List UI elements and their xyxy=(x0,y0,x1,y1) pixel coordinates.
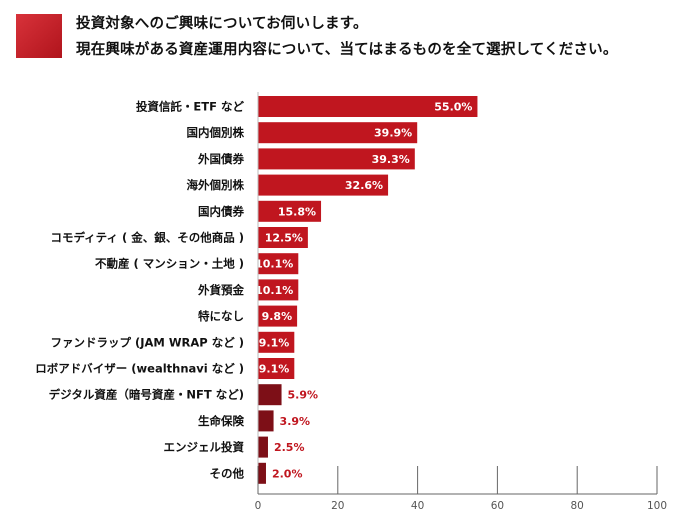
bar xyxy=(258,122,418,144)
data-label: 39.3% xyxy=(372,153,410,166)
title-accent-square xyxy=(16,14,62,58)
category-label: 国内個別株 xyxy=(187,126,245,140)
category-label: 外貨預金 xyxy=(197,283,244,297)
data-label: 5.9% xyxy=(288,389,319,402)
x-tick-label: 100 xyxy=(647,500,667,512)
data-label: 2.5% xyxy=(274,441,305,454)
category-label: 外国債券 xyxy=(197,152,244,166)
category-label: エンジェル投資 xyxy=(164,440,245,454)
bar xyxy=(258,331,295,353)
category-label: 特になし xyxy=(198,309,244,323)
category-label: ファンドラップ (JAM WRAP など ) xyxy=(50,335,244,349)
bar xyxy=(258,96,478,117)
bar xyxy=(258,200,322,222)
category-label: 国内債券 xyxy=(198,204,244,218)
page-subtitle: 現在興味がある資産運用内容について、当てはまるものを全て選択してください。 xyxy=(76,42,618,58)
category-label: 海外個別株 xyxy=(187,178,245,192)
data-label: 39.9% xyxy=(374,127,412,140)
bar xyxy=(258,279,299,301)
bar xyxy=(258,174,389,196)
category-label: 生命保険 xyxy=(198,414,244,428)
data-label: 9.1% xyxy=(259,336,290,349)
bar xyxy=(258,462,266,484)
bar xyxy=(258,436,268,458)
category-label: 不動産 ( マンション・土地 ) xyxy=(95,257,244,271)
category-label: デジタル資産（暗号資産・NFT など) xyxy=(49,388,244,402)
x-tick-label: 0 xyxy=(255,500,262,512)
x-tick-label: 80 xyxy=(571,500,584,512)
x-tick-label: 40 xyxy=(411,500,424,512)
data-label: 12.5% xyxy=(265,232,303,245)
data-label: 2.0% xyxy=(272,467,303,480)
x-tick-label: 20 xyxy=(331,500,344,512)
bar xyxy=(258,227,308,248)
data-label: 10.1% xyxy=(255,284,293,297)
x-tick-label: 60 xyxy=(491,500,504,512)
category-label: コモディティ ( 金、銀、その他商品 ) xyxy=(50,231,244,245)
data-label: 9.8% xyxy=(262,310,293,323)
data-label: 3.9% xyxy=(280,415,311,428)
data-label: 10.1% xyxy=(255,258,293,271)
bar xyxy=(258,358,295,379)
bar xyxy=(258,253,299,275)
bar xyxy=(258,305,298,327)
category-label: その他 xyxy=(210,466,245,480)
category-label: ロボアドバイザー (wealthnavi など ) xyxy=(35,362,244,376)
data-label: 9.1% xyxy=(259,363,290,376)
category-label: 投資信託・ETF など xyxy=(136,100,245,114)
bar xyxy=(258,410,274,432)
bar xyxy=(258,148,415,170)
page-title: 投資対象へのご興味についてお伺いします。 xyxy=(76,16,368,32)
data-label: 32.6% xyxy=(345,179,383,192)
data-label: 15.8% xyxy=(278,205,316,218)
bar xyxy=(258,384,282,406)
data-label: 55.0% xyxy=(434,101,472,114)
